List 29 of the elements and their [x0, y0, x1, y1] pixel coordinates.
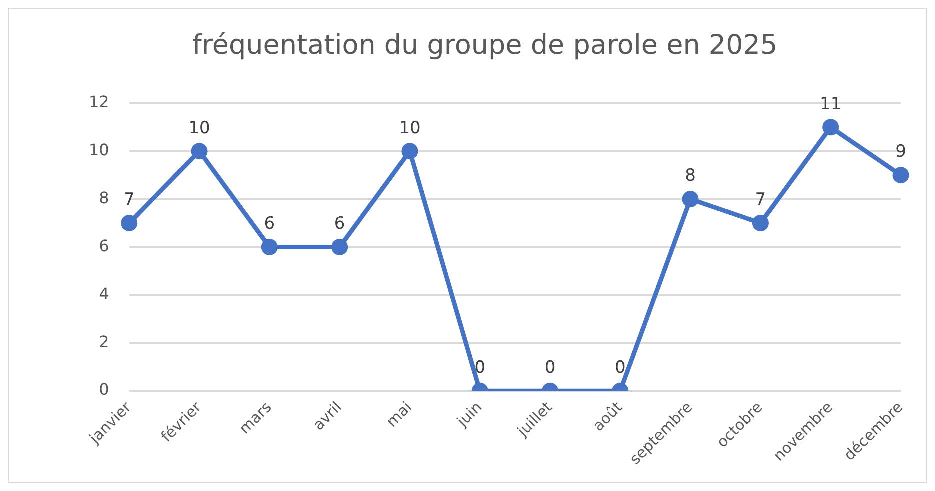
data-label: 6	[264, 214, 276, 234]
chart-title: fréquentation du groupe de parole en 2025	[192, 30, 778, 62]
y-tick-label: 10	[89, 140, 110, 160]
point	[822, 119, 840, 136]
point	[332, 238, 348, 256]
data-label: 0	[544, 358, 556, 378]
point	[752, 215, 769, 232]
point	[682, 191, 699, 208]
point	[402, 143, 418, 160]
data-label: 9	[896, 142, 906, 162]
data-label: 7	[124, 190, 135, 210]
data-label: 7	[755, 190, 766, 210]
y-tick-label: 8	[99, 188, 110, 208]
point	[191, 143, 208, 160]
data-label: 0	[614, 358, 626, 378]
data-label: 0	[474, 358, 486, 378]
data-label: 8	[685, 166, 696, 186]
data-label: 6	[334, 214, 346, 234]
data-label: 10	[399, 118, 421, 138]
point	[892, 167, 910, 184]
point	[121, 215, 138, 232]
y-tick-label: 6	[99, 236, 110, 256]
data-label: 11	[820, 94, 842, 114]
y-tick-label: 12	[89, 92, 110, 112]
y-tick-label: 4	[99, 284, 110, 304]
data-label: 10	[188, 118, 210, 138]
y-tick-label: 0	[99, 380, 110, 400]
point	[261, 238, 278, 256]
y-tick-label: 2	[99, 332, 110, 352]
